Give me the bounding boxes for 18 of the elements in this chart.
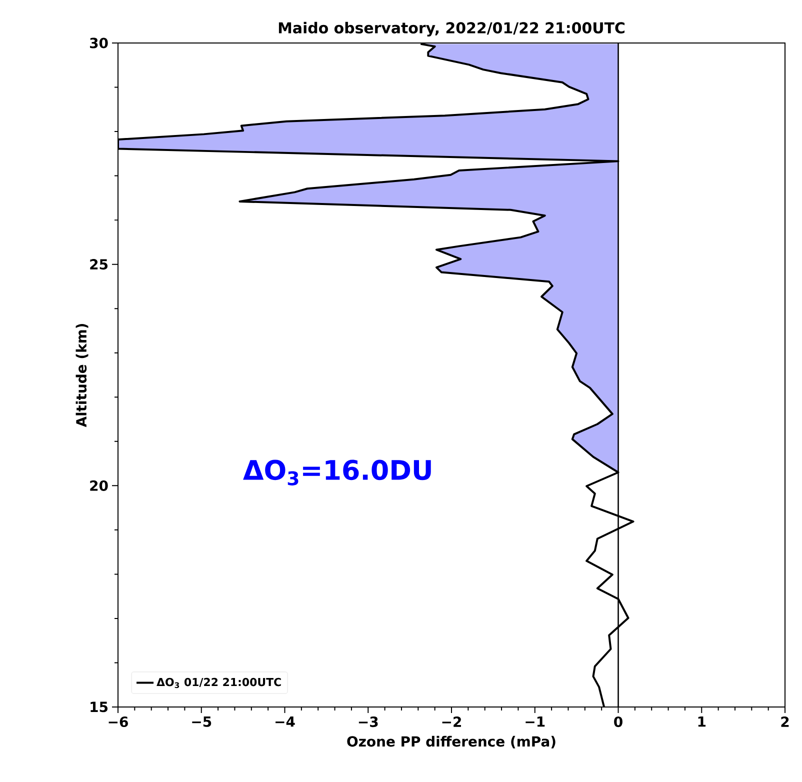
x-tick-label: −6 [108, 716, 128, 728]
x-tick-label: −5 [192, 716, 212, 727]
chart-title: Maido observatory, 2022/01/22 21:00UTC [278, 22, 624, 36]
y-tick-label: 25 [90, 259, 108, 270]
y-tick-label: 15 [90, 702, 108, 712]
x-tick-label: 0 [614, 716, 622, 728]
x-tick-label: −1 [526, 716, 545, 727]
x-tick-label: 2 [781, 716, 789, 727]
annotation: ΔO$_{3}$=16.0DU [243, 460, 431, 486]
y-tick-label: 20 [90, 480, 108, 491]
y-axis-title: Altitude (km) [76, 324, 88, 428]
x-tick-label: −2 [442, 716, 461, 727]
x-tick-label: 1 [698, 716, 706, 727]
x-axis-title: Ozone PP difference (mPa) [347, 736, 556, 748]
x-tick-label: −3 [358, 716, 378, 728]
y-tick-label: 30 [90, 38, 108, 48]
legend-label: ΔO$_{3}$ 01/22 21:00UTC [156, 678, 281, 688]
x-tick-label: −4 [276, 716, 295, 727]
